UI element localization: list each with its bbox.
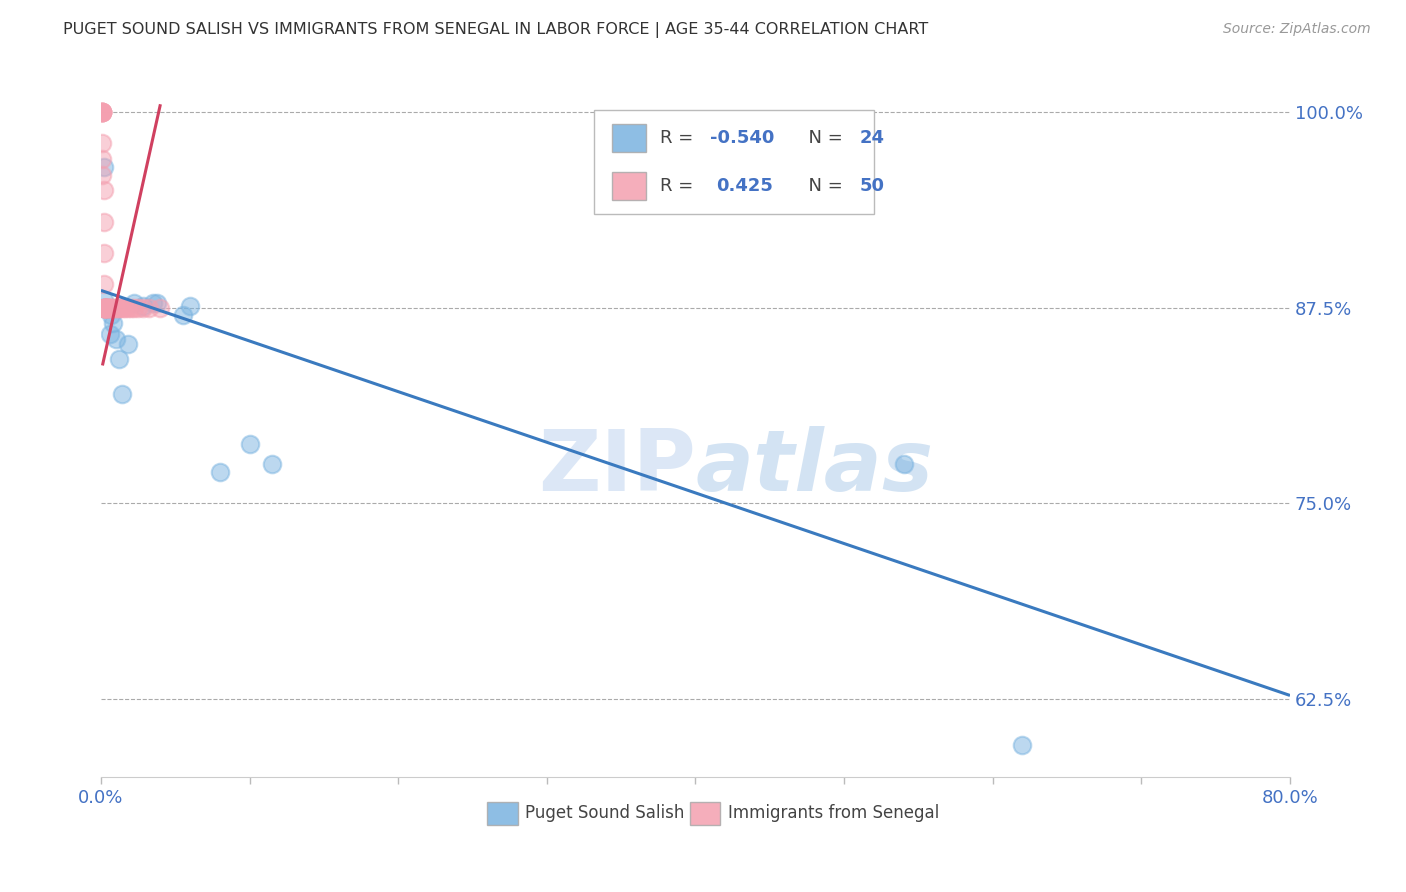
Point xyxy=(94,301,117,315)
Point xyxy=(117,301,139,315)
Point xyxy=(107,301,129,315)
Point xyxy=(91,105,114,120)
Point xyxy=(105,301,128,315)
Point xyxy=(91,105,114,120)
Text: 0.425: 0.425 xyxy=(716,177,772,194)
Text: 24: 24 xyxy=(859,128,884,146)
Text: R =: R = xyxy=(659,177,704,194)
Point xyxy=(91,105,114,120)
Point xyxy=(110,301,132,315)
Point xyxy=(91,152,114,166)
Point xyxy=(96,301,118,315)
Point xyxy=(91,105,114,120)
Point xyxy=(1011,739,1033,753)
Point xyxy=(131,299,153,313)
Point xyxy=(96,301,118,315)
Point xyxy=(93,277,115,292)
Point xyxy=(112,301,135,315)
Point xyxy=(94,301,117,315)
Point xyxy=(208,465,231,479)
Point xyxy=(93,301,115,315)
Point xyxy=(104,332,127,346)
Point xyxy=(103,301,125,315)
Point xyxy=(114,301,136,315)
Point xyxy=(101,316,124,330)
Point xyxy=(98,301,121,315)
Text: N =: N = xyxy=(797,177,848,194)
Point xyxy=(98,301,121,315)
Point xyxy=(97,301,120,315)
Point xyxy=(101,301,124,315)
Point xyxy=(93,301,115,315)
Point xyxy=(179,299,201,313)
Point xyxy=(91,105,114,120)
FancyBboxPatch shape xyxy=(488,802,519,824)
Point xyxy=(111,386,134,401)
Point xyxy=(94,301,117,315)
Text: R =: R = xyxy=(659,128,699,146)
Point xyxy=(93,301,115,315)
Text: Immigrants from Senegal: Immigrants from Senegal xyxy=(727,805,939,822)
Point xyxy=(100,301,122,315)
Point xyxy=(149,301,172,315)
Point xyxy=(104,301,127,315)
Text: Puget Sound Salish: Puget Sound Salish xyxy=(526,805,685,822)
Point xyxy=(94,301,117,315)
Text: 50: 50 xyxy=(859,177,884,194)
Point xyxy=(97,301,120,315)
Point xyxy=(260,457,283,471)
Point xyxy=(96,301,118,315)
Point xyxy=(94,301,117,315)
Point xyxy=(93,293,115,307)
Point xyxy=(93,245,115,260)
Point xyxy=(94,301,117,315)
Point xyxy=(94,301,117,315)
Point xyxy=(239,436,262,450)
Point xyxy=(93,160,115,174)
Point xyxy=(120,301,142,315)
Point xyxy=(94,301,117,315)
Point xyxy=(146,296,169,310)
Point xyxy=(98,327,121,342)
Point xyxy=(100,301,122,315)
Point xyxy=(91,301,114,315)
Point xyxy=(117,336,139,351)
Text: -0.540: -0.540 xyxy=(710,128,775,146)
Point xyxy=(93,183,115,197)
FancyBboxPatch shape xyxy=(595,110,875,214)
Point xyxy=(100,309,122,323)
Text: N =: N = xyxy=(797,128,848,146)
Point xyxy=(96,301,118,315)
Text: atlas: atlas xyxy=(696,425,934,508)
Point xyxy=(91,105,114,120)
Point xyxy=(131,301,153,315)
Point xyxy=(138,301,160,315)
Point xyxy=(142,296,165,310)
Point xyxy=(122,301,145,315)
Point xyxy=(91,105,114,120)
Point xyxy=(122,296,145,310)
Point xyxy=(96,301,118,315)
Point xyxy=(127,301,149,315)
Text: PUGET SOUND SALISH VS IMMIGRANTS FROM SENEGAL IN LABOR FORCE | AGE 35-44 CORRELA: PUGET SOUND SALISH VS IMMIGRANTS FROM SE… xyxy=(63,22,928,38)
Point xyxy=(94,301,117,315)
Point xyxy=(91,136,114,151)
Point xyxy=(107,352,129,367)
FancyBboxPatch shape xyxy=(689,802,720,824)
Text: ZIP: ZIP xyxy=(537,425,696,508)
Point xyxy=(893,457,915,471)
FancyBboxPatch shape xyxy=(612,124,645,152)
Point xyxy=(172,309,194,323)
Point xyxy=(91,168,114,182)
Point xyxy=(97,301,120,315)
Point xyxy=(93,214,115,228)
FancyBboxPatch shape xyxy=(612,171,645,200)
Text: Source: ZipAtlas.com: Source: ZipAtlas.com xyxy=(1223,22,1371,37)
